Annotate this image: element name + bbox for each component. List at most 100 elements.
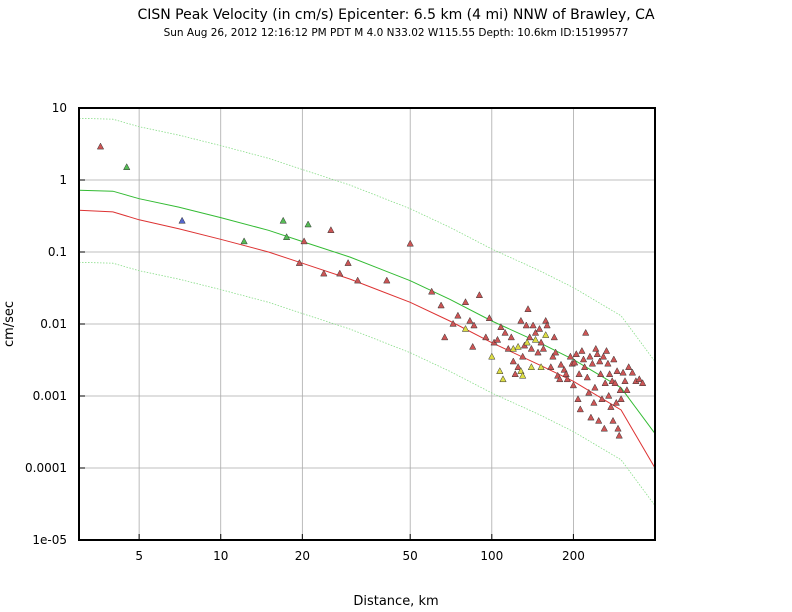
model-curves <box>78 117 656 506</box>
station-marker <box>586 352 594 360</box>
station-marker <box>522 321 530 329</box>
y-tick-label: 10 <box>52 101 67 115</box>
station-marker <box>591 383 599 391</box>
station-marker <box>482 333 490 341</box>
station-marker <box>514 363 522 370</box>
station-marker <box>488 352 496 360</box>
station-marker <box>598 395 606 402</box>
station-marker <box>572 350 580 357</box>
station-marker <box>537 338 545 346</box>
model-curve-1 <box>78 189 656 434</box>
y-tick-label: 1e-05 <box>32 533 67 547</box>
station-marker <box>507 333 515 341</box>
station-marker <box>615 431 623 439</box>
y-tick-label: 1 <box>59 173 67 187</box>
x-tick-label: 20 <box>295 549 310 563</box>
station-marker <box>526 333 534 341</box>
station-marker <box>635 375 643 383</box>
x-axis-label: Distance, km <box>353 594 438 609</box>
station-marker <box>537 363 545 370</box>
station-marker <box>240 237 248 245</box>
station-marker <box>279 216 287 224</box>
y-tick-label: 0.01 <box>40 317 67 331</box>
station-marker <box>501 328 509 336</box>
grid-lines <box>79 107 655 541</box>
station-marker <box>527 363 536 370</box>
station-marker <box>524 305 532 312</box>
station-marker <box>612 398 620 406</box>
station-marker <box>550 333 558 341</box>
station-marker <box>593 350 601 357</box>
station-marker <box>569 381 578 389</box>
station-marker <box>614 424 622 432</box>
station-marker <box>578 346 586 354</box>
station-marker <box>496 367 504 374</box>
x-tick-label: 200 <box>562 549 585 563</box>
station-marker <box>583 373 591 381</box>
station-marker <box>619 368 627 376</box>
chart-subtitle: Sun Aug 26, 2012 12:16:12 PM PDT M 4.0 N… <box>164 27 629 39</box>
station-marker <box>461 324 470 332</box>
station-marker <box>509 344 517 352</box>
station-marker <box>539 344 548 352</box>
model-curve-4 <box>78 261 656 506</box>
station-marker <box>300 237 308 245</box>
y-axis-ticks: 10 1 0.1 0.01 0.001 0.0001 1e-05 <box>25 101 85 547</box>
station-marker <box>437 301 445 309</box>
station-marker <box>527 344 536 352</box>
station-marker <box>470 321 478 329</box>
station-marker <box>575 370 583 377</box>
station-marker <box>557 360 565 368</box>
station-marker <box>596 357 604 365</box>
station-marker <box>454 311 462 319</box>
station-marker <box>617 395 625 402</box>
station-marker <box>592 344 600 352</box>
station-marker <box>576 405 584 413</box>
station-points <box>96 142 647 439</box>
station-marker <box>295 259 304 266</box>
x-tick-label: 5 <box>135 549 143 563</box>
station-marker <box>611 379 619 386</box>
x-tick-label: 10 <box>213 549 228 563</box>
station-marker <box>531 335 540 343</box>
station-marker <box>441 333 449 341</box>
station-marker <box>511 370 519 377</box>
station-marker <box>466 316 474 324</box>
station-marker <box>605 370 614 377</box>
station-marker <box>531 328 540 336</box>
station-marker <box>628 368 637 376</box>
station-marker <box>344 259 352 266</box>
station-marker <box>542 331 550 338</box>
station-marker <box>601 379 609 386</box>
x-tick-label: 50 <box>403 549 418 563</box>
y-tick-label: 0.1 <box>48 245 67 259</box>
station-marker <box>304 220 312 228</box>
y-tick-label: 0.0001 <box>25 461 67 475</box>
station-marker <box>599 352 608 360</box>
station-marker <box>574 395 582 402</box>
station-marker <box>587 413 595 421</box>
station-marker <box>549 352 557 360</box>
station-marker <box>96 142 105 150</box>
station-marker <box>600 424 608 432</box>
station-marker <box>625 363 633 370</box>
station-marker <box>623 386 631 393</box>
station-marker <box>320 269 328 277</box>
station-marker <box>529 321 537 329</box>
y-axis-label: cm/sec <box>2 301 17 347</box>
station-marker <box>547 363 555 370</box>
station-marker <box>509 357 517 365</box>
station-marker <box>519 371 527 379</box>
station-marker <box>596 370 605 377</box>
station-marker <box>590 398 598 406</box>
station-marker <box>517 316 525 324</box>
station-marker <box>497 323 505 330</box>
station-marker <box>428 287 436 295</box>
station-marker <box>604 359 612 367</box>
station-marker <box>607 403 615 410</box>
station-marker <box>543 321 551 329</box>
station-marker <box>449 319 457 327</box>
station-marker <box>534 348 542 356</box>
station-marker <box>469 342 477 350</box>
